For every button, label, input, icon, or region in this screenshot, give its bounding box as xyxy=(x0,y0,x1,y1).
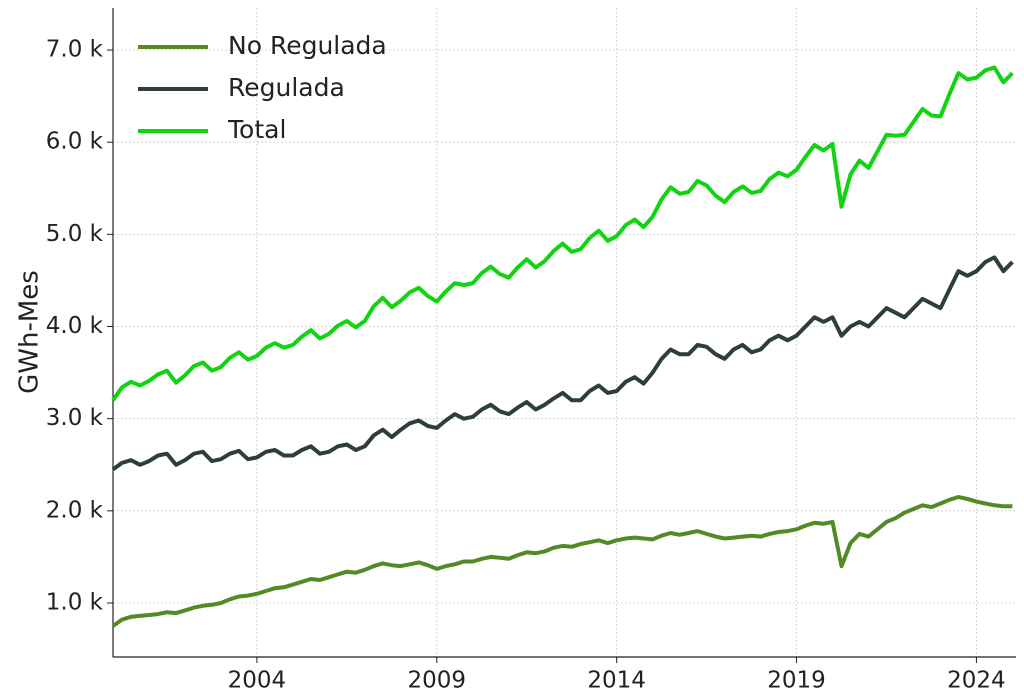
legend-label: Regulada xyxy=(228,73,345,102)
y-axis-label: GWh-Mes xyxy=(15,270,45,394)
x-tick-label: 2019 xyxy=(767,668,826,694)
legend-label: Total xyxy=(227,115,286,144)
y-tick-label: 5.0 k xyxy=(46,221,104,247)
x-tick-label: 2009 xyxy=(408,668,467,694)
x-tick-label: 2024 xyxy=(947,668,1006,694)
y-tick-label: 7.0 k xyxy=(46,37,104,63)
legend-label: No Regulada xyxy=(228,31,387,60)
series-line xyxy=(111,255,1014,472)
y-tick-label: 4.0 k xyxy=(46,313,104,339)
y-tick-label: 2.0 k xyxy=(46,497,104,523)
y-tick-label: 1.0 k xyxy=(46,589,104,615)
series-line xyxy=(111,495,1013,628)
x-tick-label: 2014 xyxy=(587,668,646,694)
y-tick-label: 6.0 k xyxy=(46,129,104,155)
x-tick-label: 2004 xyxy=(228,668,287,694)
series-line xyxy=(111,65,1014,402)
y-tick-label: 3.0 k xyxy=(46,405,104,431)
